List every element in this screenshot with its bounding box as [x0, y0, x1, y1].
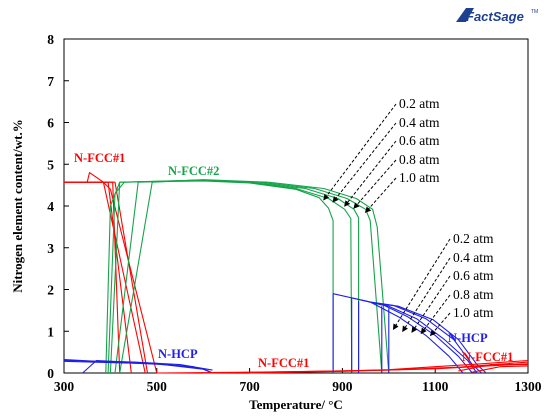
y-tick-label: 6	[47, 116, 54, 131]
y-tick-label: 2	[47, 283, 54, 298]
plot-frame	[63, 38, 529, 374]
label-n-fcc1-right: N-FCC#1	[462, 350, 513, 364]
logo-swoosh-icon	[456, 8, 474, 22]
factsage-logo: FactSage TM	[456, 8, 538, 24]
pressure-arrow	[344, 140, 397, 207]
pressure-arrow	[332, 122, 397, 203]
logo-text: FactSage	[466, 9, 524, 24]
y-tick-label: 7	[47, 74, 54, 89]
series-line	[107, 179, 353, 374]
label-n-hcp-left: N-HCP	[158, 347, 198, 361]
pressure-arrow	[402, 257, 451, 333]
pressure-label: 0.8 atm	[453, 287, 494, 302]
x-tick-label: 1300	[515, 379, 542, 394]
y-tick-label: 5	[47, 157, 54, 172]
x-tick-label: 900	[332, 379, 353, 394]
series-line	[114, 179, 383, 374]
series-layer	[63, 172, 529, 374]
pressure-label: 0.2 atm	[453, 231, 494, 246]
y-tick-label: 3	[47, 241, 54, 256]
series-line	[82, 359, 213, 374]
series-line	[458, 364, 528, 372]
series-line	[64, 181, 149, 374]
y-tick-label: 8	[47, 32, 54, 47]
pressure-arrow	[411, 275, 451, 333]
pressure-label: 0.4 atm	[399, 115, 440, 130]
series-line	[119, 179, 390, 374]
x-tick-label: 300	[54, 379, 75, 394]
pressure-label: 0.4 atm	[453, 250, 494, 265]
y-tick-label: 4	[47, 199, 54, 214]
pressure-arrow	[420, 294, 451, 335]
x-tick-label: 1100	[422, 379, 449, 394]
y-axis-title: Nitrogen element content/wt.%	[10, 119, 25, 292]
pressure-label: 0.8 atm	[399, 152, 440, 167]
y-tick-label: 0	[47, 366, 54, 381]
pressure-arrow	[392, 238, 451, 331]
label-n-hcp-right: N-HCP	[448, 331, 488, 345]
label-n-fcc2: N-FCC#2	[168, 164, 219, 178]
pressure-arrow	[353, 159, 397, 209]
x-tick-label: 700	[239, 379, 260, 394]
pressure-arrow	[323, 103, 397, 201]
label-n-fcc1-mid: N-FCC#1	[258, 356, 309, 370]
pressure-labels-lower: 0.2 atm 0.4 atm 0.6 atm 0.8 atm 1.0 atm	[453, 231, 494, 320]
x-tick-label: 500	[147, 379, 168, 394]
series-line	[472, 365, 529, 373]
logo-trademark: TM	[531, 9, 538, 15]
pressure-label: 1.0 atm	[399, 170, 440, 185]
series-line	[64, 181, 132, 374]
series-line	[332, 293, 464, 374]
pressure-label: 0.2 atm	[399, 96, 440, 111]
pressure-labels-upper: 0.2 atm 0.4 atm 0.6 atm 0.8 atm 1.0 atm	[399, 96, 440, 185]
pressure-arrow	[364, 177, 397, 214]
pressure-label: 0.6 atm	[453, 268, 494, 283]
pressure-arrows	[323, 103, 451, 337]
tick-group: 300 500 700 900 1100 1300 0 1 2 3 4 5 6 7 8	[47, 32, 542, 394]
label-n-fcc1-left: N-FCC#1	[74, 151, 125, 165]
pressure-label: 0.6 atm	[399, 133, 440, 148]
y-tick-label: 1	[47, 324, 54, 339]
pressure-label: 1.0 atm	[453, 305, 494, 320]
series-line	[360, 299, 478, 374]
series-line	[105, 180, 334, 374]
x-axis-title: Temperature/ °C	[249, 397, 343, 412]
